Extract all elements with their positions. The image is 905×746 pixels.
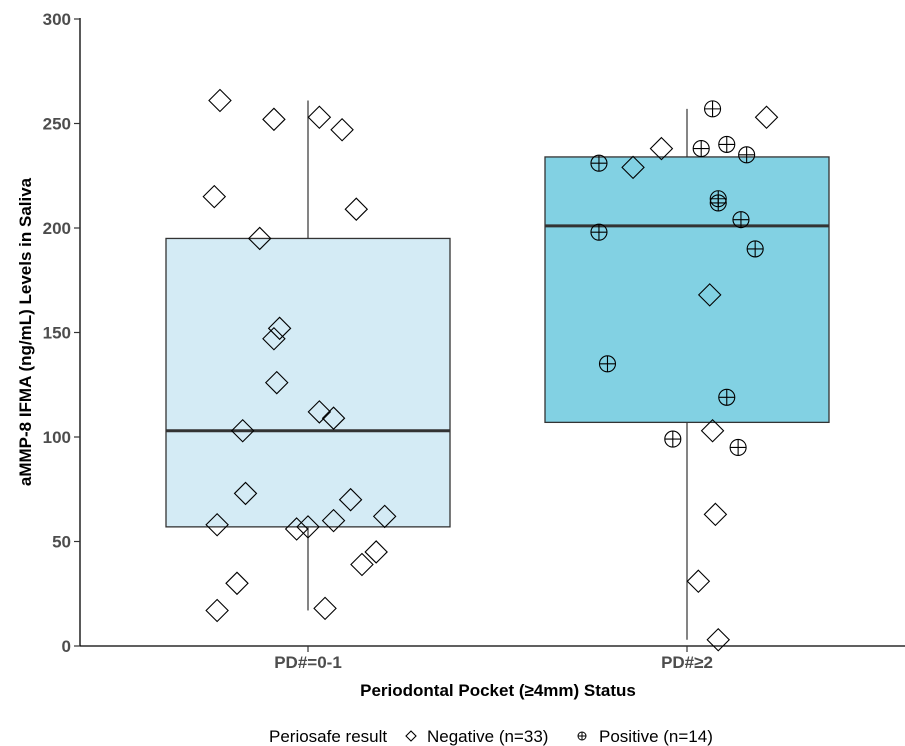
point-negative: [686, 569, 711, 593]
point-negative: [262, 107, 286, 132]
point-negative: [205, 598, 229, 623]
point-negative: [703, 502, 728, 527]
point-negative: [264, 370, 289, 395]
point-negative: [321, 406, 346, 430]
y-tick-label: 100: [43, 428, 71, 447]
point-negative: [621, 155, 645, 180]
point-negative: [350, 552, 374, 577]
point-negative: [208, 88, 232, 113]
point-negative: [754, 105, 779, 130]
y-ticks: 0 50 100 150 200 250 300: [43, 10, 80, 656]
point-positive: [746, 240, 764, 258]
point-negative: [247, 226, 272, 251]
point-negative: [706, 627, 731, 652]
point-negative: [344, 197, 369, 221]
point-negative: [225, 571, 249, 596]
point-negative: [321, 508, 346, 533]
point-negative: [372, 504, 397, 529]
box-iqr: [544, 156, 830, 424]
point-negative: [230, 418, 255, 443]
y-tick-label: 0: [62, 637, 71, 656]
point-positive: [704, 100, 722, 118]
y-tick-label: 300: [43, 10, 71, 29]
point-negative: [262, 326, 286, 351]
point-negative: [649, 136, 674, 161]
point-positive: [598, 355, 617, 373]
point-negative: [338, 487, 363, 512]
box-pd-2-plus: [544, 108, 830, 640]
point-negative: [233, 481, 258, 506]
x-tick-label: PD#=0-1: [274, 653, 342, 672]
point-negative: [307, 105, 332, 130]
box-pd-0-1: [165, 100, 451, 611]
point-negative: [330, 117, 354, 142]
legend-title: Periosafe result: [269, 727, 387, 746]
y-tick-label: 150: [43, 324, 71, 343]
point-negative: [697, 283, 722, 307]
x-ticks: PD#=0-1 PD#≥2: [274, 646, 713, 672]
point-positive: [664, 430, 682, 448]
y-axis-title: aMMP-8 IFMA (ng/mL) Levels in Saliva: [16, 177, 35, 486]
point-positive: [718, 135, 736, 153]
point-negative: [700, 418, 725, 443]
legend-negative-label: Negative (n=33): [427, 727, 548, 746]
point-negative: [267, 316, 292, 341]
point-negative: [202, 184, 227, 209]
y-tick-label: 250: [43, 115, 71, 134]
legend-positive-icon: [577, 731, 587, 741]
legend-positive-label: Positive (n=14): [599, 727, 713, 746]
point-negative: [296, 515, 320, 539]
x-axis-title: Periodontal Pocket (≥4mm) Status: [360, 681, 636, 700]
box-iqr: [165, 237, 451, 528]
legend-negative-icon: [405, 730, 417, 742]
legend: Periosafe result Negative (n=33) Positiv…: [269, 727, 713, 746]
point-positive: [692, 140, 710, 158]
point-negative: [284, 517, 309, 541]
points-layer: [202, 88, 779, 652]
point-positive: [729, 438, 747, 457]
point-positive: [709, 194, 727, 212]
point-positive: [732, 211, 750, 229]
point-negative: [205, 513, 229, 537]
point-negative: [307, 400, 332, 424]
point-positive: [590, 223, 608, 241]
boxes-layer: [165, 100, 830, 640]
y-tick-label: 200: [43, 219, 71, 238]
point-negative: [364, 540, 388, 564]
y-tick-label: 50: [52, 533, 71, 552]
x-tick-label: PD#≥2: [661, 653, 713, 672]
point-positive: [590, 154, 608, 172]
point-positive: [718, 388, 736, 406]
point-positive: [738, 146, 756, 164]
point-negative: [313, 596, 337, 621]
